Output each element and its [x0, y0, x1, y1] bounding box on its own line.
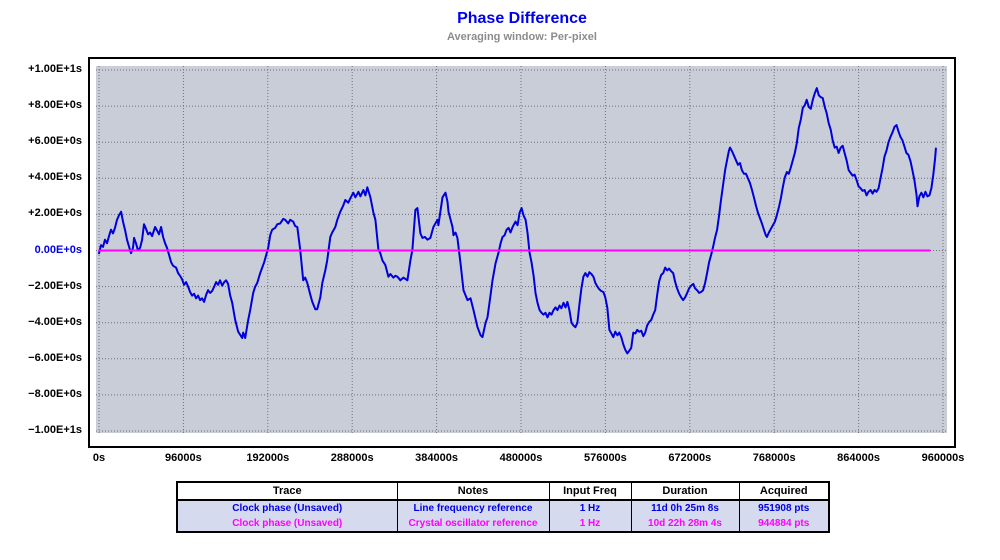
trace-summary-table: Trace Notes Input Freq Duration Acquired Clo…	[176, 481, 830, 533]
x-tick-label: 192000s	[246, 452, 290, 464]
table-header-notes: Notes	[396, 481, 550, 501]
y-tick-label: +6.00E+0s	[28, 135, 82, 148]
table-cell: Clock phase (Unsaved)	[176, 516, 398, 532]
plot-panel	[96, 66, 947, 433]
plot-frame	[88, 57, 956, 448]
x-tick-label: 672000s	[668, 452, 712, 464]
y-tick-label: +1.00E+1s	[28, 63, 82, 75]
table-cell: Clock phase (Unsaved)	[176, 500, 398, 516]
y-tick-label: 0.00E+0s	[34, 243, 82, 256]
y-tick-label: −6.00E+0s	[28, 351, 82, 364]
table-cell: 1 Hz	[548, 500, 632, 516]
table-header-row: Trace Notes Input Freq Duration Acquired	[176, 481, 830, 501]
y-tick-label: −2.00E+0s	[28, 279, 82, 292]
table-header-acquired: Acquired	[738, 481, 830, 501]
table-cell: Line frequency reference	[396, 500, 550, 516]
table-header-trace: Trace	[176, 481, 398, 501]
y-tick-label: −1.00E+1s	[28, 424, 82, 436]
table-header-input-freq: Input Freq	[548, 481, 632, 501]
x-tick-label: 96000s	[165, 452, 202, 464]
table-row: Clock phase (Unsaved) Crystal oscillator …	[176, 516, 830, 532]
x-tick-label: 0s	[92, 452, 106, 464]
table-cell: Crystal oscillator reference	[396, 516, 550, 532]
x-tick-label: 480000s	[499, 452, 543, 464]
x-tick-label: 864000s	[837, 452, 880, 464]
x-tick-label: 384000s	[415, 452, 458, 464]
page-title: Phase Difference	[457, 10, 587, 27]
phase-difference-chart	[96, 66, 947, 433]
table-row: Clock phase (Unsaved) Line frequency refe…	[176, 500, 830, 516]
y-tick-label: −4.00E+0s	[28, 315, 82, 328]
table-cell: 944884 pts	[738, 516, 830, 532]
y-tick-label: +8.00E+0s	[28, 99, 82, 112]
x-tick-label: 960000s	[921, 452, 965, 464]
trace-line-frequency-reference	[98, 87, 937, 355]
y-tick-label: −8.00E+0s	[28, 387, 82, 400]
table-cell: 1 Hz	[548, 516, 632, 532]
y-tick-label: +2.00E+0s	[28, 207, 82, 220]
y-tick-label: +4.00E+0s	[28, 171, 82, 184]
chart-subtitle: Averaging window: Per-pixel	[447, 31, 597, 43]
table-cell: 10d 22h 28m 4s	[630, 516, 740, 532]
x-tick-label: 288000s	[330, 452, 374, 464]
table-cell: 951908 pts	[738, 500, 830, 516]
table-header-duration: Duration	[630, 481, 740, 501]
summary-table: Trace Notes Input Freq Duration Acquired Clo…	[176, 481, 830, 533]
table-cell: 11d 0h 25m 8s	[630, 500, 740, 516]
x-tick-label: 576000s	[583, 452, 627, 464]
x-tick-label: 768000s	[752, 452, 796, 464]
